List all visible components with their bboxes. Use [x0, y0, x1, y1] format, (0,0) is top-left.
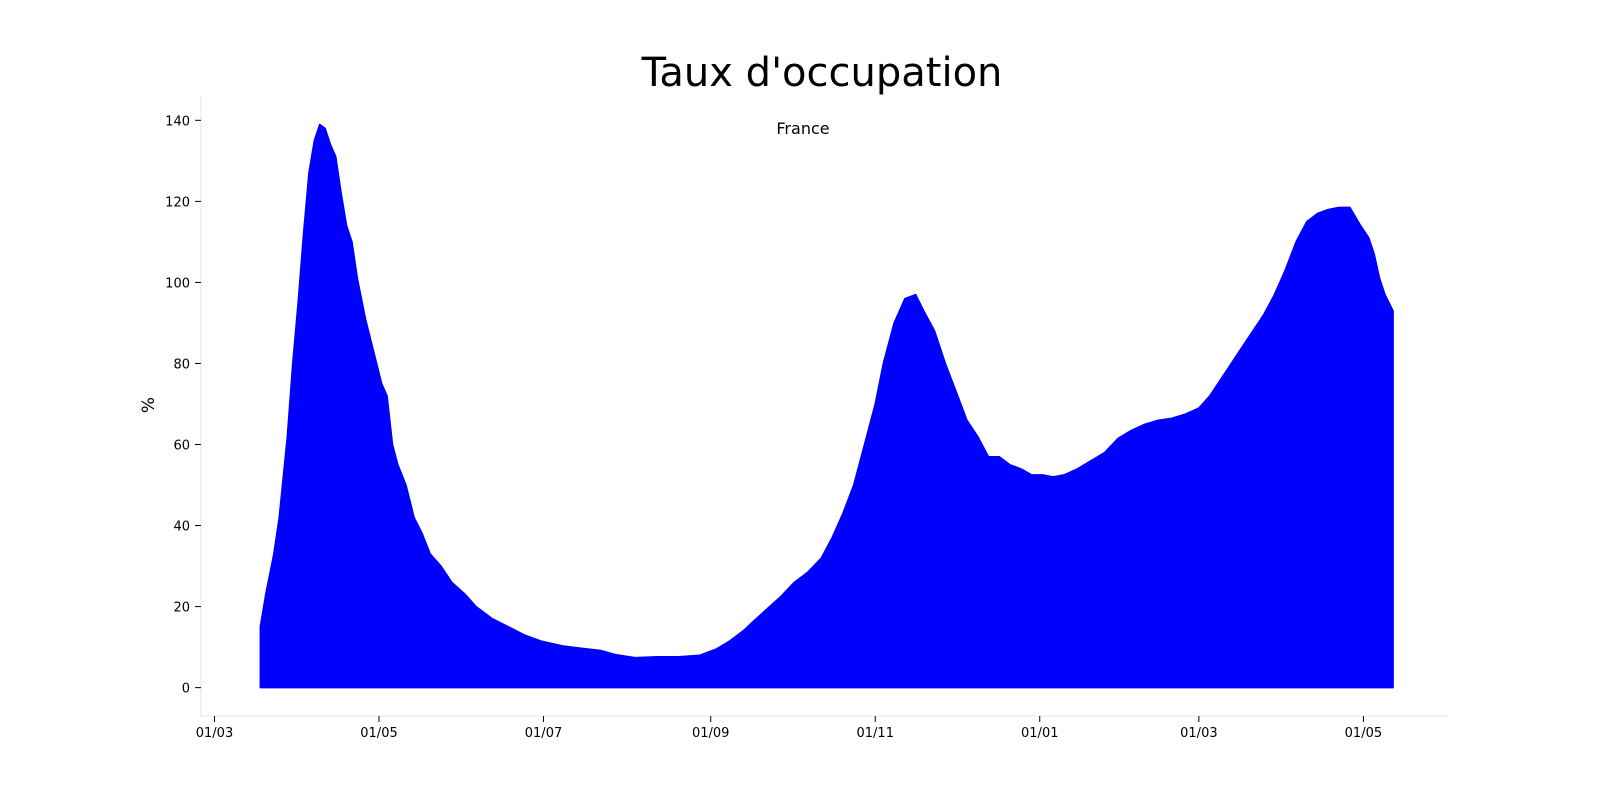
y-tick-label: 40 — [173, 520, 190, 535]
y-axis-label: % — [139, 397, 159, 413]
chart-title: Taux d'occupation — [641, 50, 1003, 96]
x-axis: 01/03 01/05 01/07 01/09 01/11 01/01 01/03 01/05 — [196, 716, 1382, 741]
x-tick-label: 01/07 — [525, 726, 562, 741]
y-tick-label: 60 — [173, 438, 190, 453]
x-tick-label: 01/05 — [1345, 726, 1382, 741]
x-tick-label: 01/03 — [1180, 726, 1217, 741]
x-tick-label: 01/03 — [196, 726, 233, 741]
x-tick-label: 01/09 — [692, 726, 729, 741]
y-tick-label: 100 — [165, 276, 190, 291]
x-tick-label: 01/05 — [360, 726, 397, 741]
y-axis: 0 20 40 60 80 100 120 140 — [165, 114, 201, 697]
chart-subtitle: France — [776, 119, 829, 138]
y-tick-label: 120 — [165, 195, 190, 210]
area-layer — [259, 123, 1394, 689]
x-tick-label: 01/11 — [857, 726, 894, 741]
y-tick-label: 20 — [173, 601, 190, 616]
axis-spines — [200, 96, 1447, 717]
y-tick-label: 80 — [173, 357, 190, 372]
x-tick-label: 01/01 — [1021, 726, 1058, 741]
area-series-0 — [259, 123, 1394, 689]
y-tick-label: 140 — [165, 114, 190, 129]
y-tick-label: 0 — [182, 682, 190, 697]
